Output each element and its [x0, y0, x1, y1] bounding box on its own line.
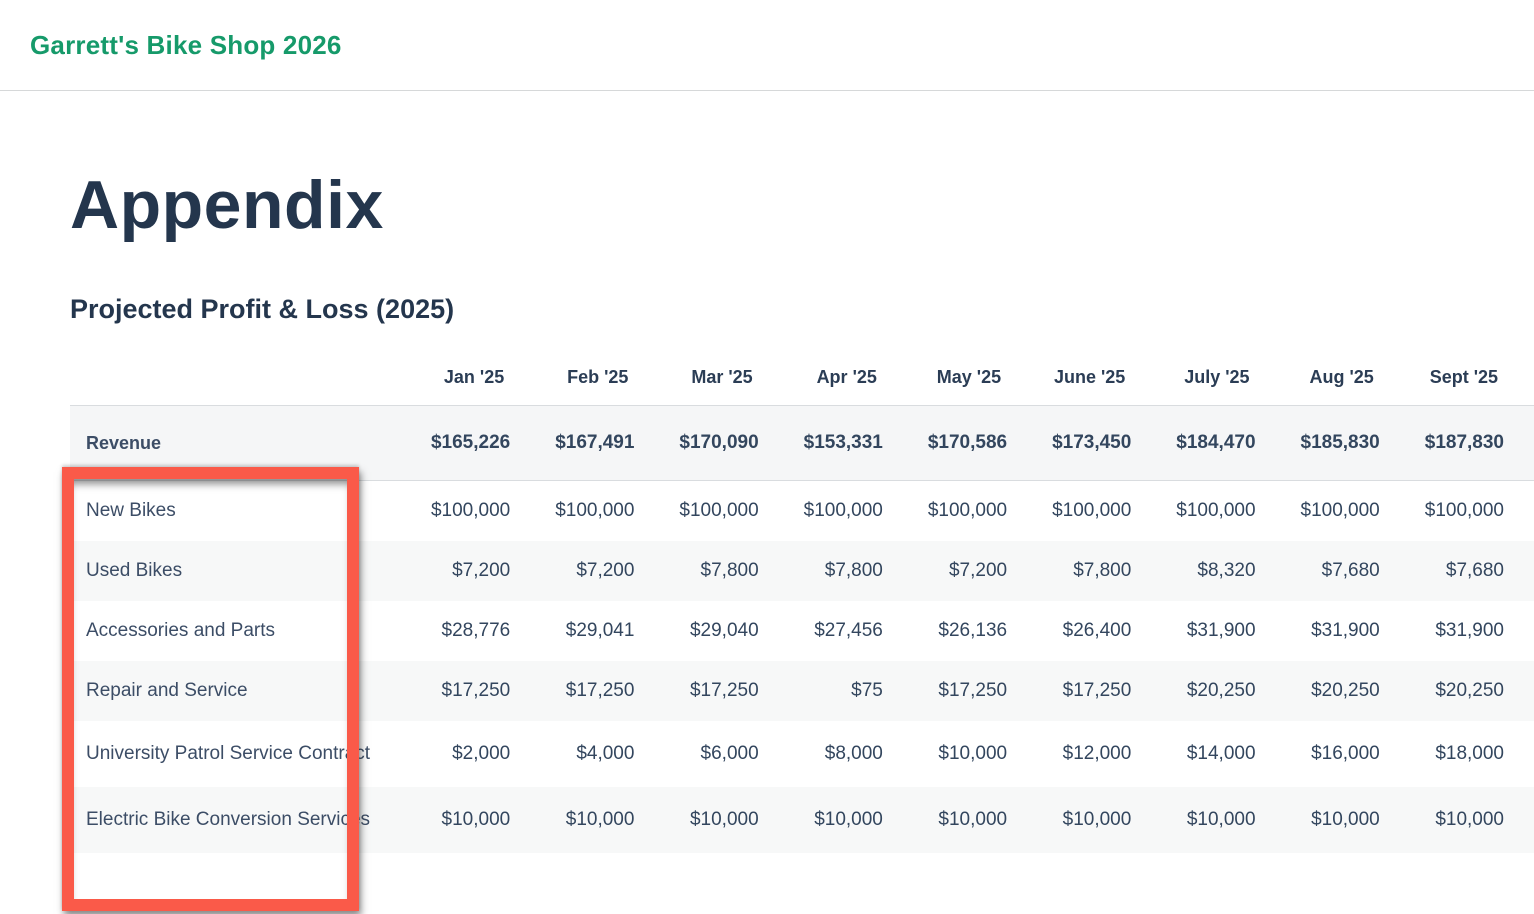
- revenue-value: $185,830: [1300, 432, 1380, 453]
- row-value: $29,041: [565, 620, 635, 641]
- profit-loss-table: Jan '25 Feb '25 Mar '25 Apr '25 May '25 June …: [70, 350, 1534, 853]
- row-label: Accessories and Parts: [86, 620, 276, 641]
- row-value: $14,000: [1186, 743, 1256, 764]
- month-header: Apr '25: [788, 350, 913, 406]
- row-value: $20,250: [1311, 680, 1380, 701]
- row-value: $7,200: [948, 560, 1008, 581]
- revenue-value: $170,586: [927, 432, 1008, 453]
- row-value: $27,456: [814, 620, 883, 641]
- month-header: Sept '25: [1409, 350, 1534, 406]
- row-value: $6,000: [700, 743, 759, 764]
- month-header: Jan '25: [416, 350, 541, 406]
- table-body: Revenue $165,226 $167,491 $170,090 $153,331…: [70, 405, 1534, 853]
- row-value: $4,000: [576, 743, 635, 764]
- table-row: Used Bikes $7,200 $7,200 $7,800 $7,800 $7,200…: [70, 541, 1534, 601]
- row-value: $26,400: [1062, 620, 1132, 641]
- row-value: $100,000: [927, 500, 1008, 521]
- row-value: $18,000: [1435, 743, 1504, 764]
- revenue-value: $167,491: [555, 432, 635, 453]
- row-value: $10,000: [441, 809, 511, 830]
- row-value: $16,000: [1311, 743, 1380, 764]
- row-value: $8,320: [1197, 560, 1256, 581]
- row-label: Repair and Service: [86, 680, 248, 701]
- page-title: Appendix: [70, 167, 384, 243]
- row-value: $10,000: [1062, 809, 1132, 830]
- row-value: $100,000: [679, 500, 759, 521]
- row-value: $2,000: [452, 743, 511, 764]
- row-value: $100,000: [555, 500, 635, 521]
- row-value: $17,250: [689, 680, 759, 701]
- revenue-value: $153,331: [803, 432, 883, 453]
- revenue-value: $184,470: [1176, 432, 1256, 453]
- row-value: $12,000: [1062, 743, 1132, 764]
- brand-title: Garrett's Bike Shop 2026: [30, 29, 342, 60]
- row-value: $100,000: [1176, 500, 1256, 521]
- row-value: $10,000: [1311, 809, 1380, 830]
- page-subtitle: Projected Profit & Loss (2025): [70, 294, 455, 324]
- month-header: June '25: [1037, 350, 1162, 406]
- row-value: $7,200: [576, 560, 635, 581]
- row-value: $17,250: [441, 680, 511, 701]
- revenue-value: $165,226: [430, 432, 511, 453]
- row-value: $7,800: [1073, 560, 1132, 581]
- row-value: $100,000: [1424, 500, 1504, 521]
- row-value: $75: [851, 680, 883, 701]
- revenue-value: $173,450: [1052, 432, 1132, 453]
- row-value: $26,136: [938, 620, 1008, 641]
- row-value: $17,250: [565, 680, 635, 701]
- row-value: $100,000: [430, 500, 511, 521]
- row-value: $7,200: [452, 560, 511, 581]
- table-row: New Bikes $100,000 $100,000 $100,000 $100,00…: [70, 481, 1534, 542]
- row-value: $8,000: [824, 743, 883, 764]
- row-value: $17,250: [1062, 680, 1132, 701]
- row-value: $7,680: [1445, 560, 1504, 581]
- row-value: $31,900: [1311, 620, 1380, 641]
- table-row: Electric Bike Conversion Services $10,000…: [70, 787, 1534, 853]
- row-value: $10,000: [1435, 809, 1504, 830]
- row-value: $10,000: [565, 809, 635, 830]
- row-value: $7,680: [1321, 560, 1380, 581]
- row-label: Electric Bike Conversion Services: [86, 809, 371, 830]
- row-value: $29,040: [689, 620, 759, 641]
- row-value: $100,000: [1052, 500, 1132, 521]
- row-value: $100,000: [1300, 500, 1380, 521]
- row-value: $10,000: [689, 809, 759, 830]
- revenue-value: $170,090: [679, 432, 759, 453]
- month-header: Mar '25: [664, 350, 789, 406]
- revenue-label: Revenue: [86, 433, 162, 453]
- table-row: University Patrol Service Contract $2,000…: [70, 721, 1534, 787]
- month-header: Aug '25: [1285, 350, 1410, 406]
- month-header-row: Jan '25 Feb '25 Mar '25 Apr '25 May '25 June …: [70, 350, 1534, 406]
- row-label: Used Bikes: [86, 560, 183, 581]
- row-value: $10,000: [814, 809, 883, 830]
- row-value: $28,776: [441, 620, 511, 641]
- row-value: $31,900: [1435, 620, 1504, 641]
- row-label: New Bikes: [86, 500, 176, 521]
- row-value: $7,800: [824, 560, 883, 581]
- row-value: $17,250: [938, 680, 1008, 701]
- month-header: July '25: [1161, 350, 1286, 406]
- month-header: May '25: [912, 350, 1038, 406]
- month-header: Feb '25: [540, 350, 665, 406]
- row-label: University Patrol Service Contract: [86, 743, 371, 764]
- row-value: $10,000: [1186, 809, 1256, 830]
- row-value: $31,900: [1186, 620, 1256, 641]
- row-value: $7,800: [700, 560, 759, 581]
- table-row: Accessories and Parts $28,776 $29,041 $29,0…: [70, 601, 1534, 661]
- row-value: $20,250: [1435, 680, 1504, 701]
- revenue-value: $187,830: [1424, 432, 1504, 453]
- row-value: $10,000: [938, 809, 1008, 830]
- corner-cell: [70, 350, 416, 406]
- table-row: Repair and Service $17,250 $17,250 $17,250 $…: [70, 661, 1534, 721]
- top-bar: Garrett's Bike Shop 2026: [0, 0, 1534, 91]
- row-value: $10,000: [938, 743, 1008, 764]
- table-head: Jan '25 Feb '25 Mar '25 Apr '25 May '25 June …: [70, 350, 1534, 406]
- row-value: $100,000: [803, 500, 883, 521]
- row-value: $20,250: [1186, 680, 1256, 701]
- revenue-row: Revenue $165,226 $167,491 $170,090 $153,331…: [70, 405, 1534, 481]
